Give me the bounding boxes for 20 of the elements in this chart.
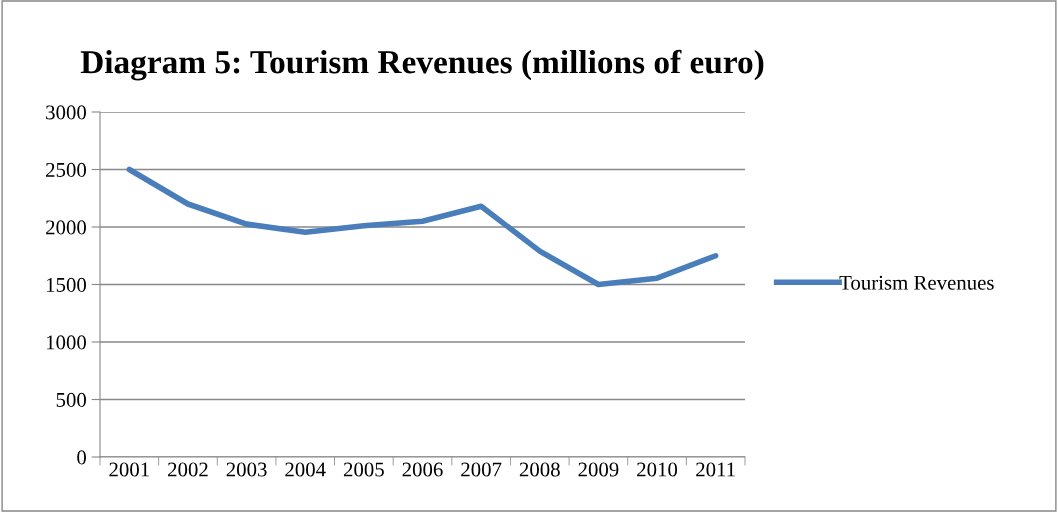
y-tick-label: 0	[77, 450, 87, 465]
y-tick-label: 3000	[46, 105, 87, 120]
x-tick-label: 2010	[637, 462, 678, 477]
x-tick-label: 2008	[519, 462, 560, 477]
x-tick-label: 2006	[402, 462, 443, 477]
x-tick-label: 2003	[226, 462, 267, 477]
x-tick-label: 2001	[109, 462, 149, 477]
x-tick-label: 2011	[696, 462, 735, 477]
y-tick-label: 1000	[46, 335, 87, 350]
y-tick-label: 2000	[46, 220, 87, 235]
y-tick-label: 500	[56, 392, 87, 407]
x-tick-label: 2004	[285, 462, 326, 477]
chart-title: Diagram 5: Tourism Revenues (millions of euro)	[80, 49, 764, 81]
x-tick-label: 2007	[461, 462, 502, 477]
x-tick-label: 2009	[578, 462, 619, 477]
y-tick-label: 2500	[46, 162, 87, 177]
x-tick-label: 2002	[168, 462, 208, 477]
legend-label: Tourism Revenues	[839, 275, 994, 290]
x-tick-label: 2005	[343, 462, 384, 477]
y-tick-label: 1500	[46, 277, 87, 292]
